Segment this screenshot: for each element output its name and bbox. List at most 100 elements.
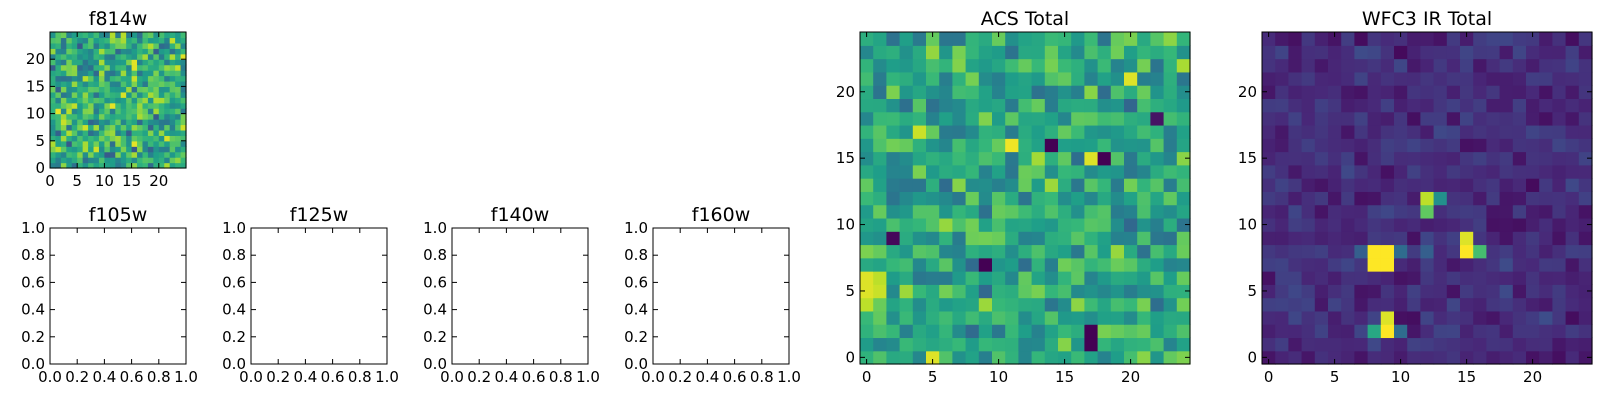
heatmap-cell bbox=[899, 231, 914, 246]
heatmap-cell bbox=[1058, 151, 1072, 166]
heatmap-cell bbox=[1176, 58, 1191, 73]
heatmap-cell bbox=[1539, 85, 1553, 99]
heatmap-cell bbox=[55, 64, 62, 71]
heatmap-cell bbox=[1354, 231, 1369, 246]
heatmap-cell bbox=[1031, 257, 1046, 272]
heatmap-cell bbox=[1565, 98, 1580, 113]
heatmap-cell bbox=[164, 151, 171, 158]
heatmap-cell bbox=[1341, 58, 1355, 73]
heatmap-cell bbox=[153, 59, 160, 66]
heatmap-cell bbox=[1565, 244, 1580, 259]
heatmap-cell bbox=[104, 124, 111, 131]
heatmap-cell bbox=[1031, 98, 1046, 113]
heatmap-cell bbox=[1150, 71, 1165, 86]
heatmap-cell bbox=[978, 191, 993, 206]
heatmap-cell bbox=[1407, 350, 1421, 365]
heatmap-cell bbox=[71, 108, 78, 115]
heatmap-cell bbox=[50, 97, 57, 104]
heatmap-cell bbox=[978, 71, 993, 86]
heatmap-cell bbox=[1552, 151, 1567, 166]
heatmap-cell bbox=[1176, 297, 1191, 312]
heatmap-cell bbox=[142, 97, 149, 104]
heatmap-cell bbox=[55, 119, 62, 126]
heatmap-cell bbox=[1354, 45, 1369, 60]
heatmap-cell bbox=[939, 111, 953, 126]
heatmap-cell bbox=[1005, 297, 1019, 312]
y-tick-label: 10 bbox=[26, 105, 45, 123]
heatmap-cell bbox=[1110, 297, 1125, 312]
heatmap-cell bbox=[1354, 151, 1369, 166]
heatmap-cell bbox=[1150, 85, 1165, 99]
heatmap-cell bbox=[77, 80, 84, 87]
heatmap-cell bbox=[88, 53, 95, 60]
heatmap-cell bbox=[175, 113, 182, 120]
heatmap-cell bbox=[115, 140, 122, 147]
heatmap-cell bbox=[82, 135, 89, 142]
heatmap-cell bbox=[77, 113, 84, 120]
heatmap-cell bbox=[1262, 204, 1276, 219]
heatmap-cell bbox=[1380, 324, 1395, 339]
heatmap-cell bbox=[1420, 138, 1435, 153]
heatmap-cell bbox=[98, 140, 105, 147]
heatmap-cell bbox=[147, 151, 154, 158]
heatmap-cell bbox=[1433, 124, 1448, 139]
heatmap-cell bbox=[131, 135, 138, 142]
heatmap-cell bbox=[965, 324, 980, 339]
heatmap-cell bbox=[1137, 231, 1151, 246]
heatmap-cell bbox=[1328, 271, 1342, 285]
heatmap-cell bbox=[926, 124, 940, 139]
heatmap-cell bbox=[1512, 138, 1527, 153]
heatmap-cell bbox=[93, 162, 100, 169]
heatmap-cell bbox=[1176, 111, 1191, 126]
heatmap-cell bbox=[60, 80, 67, 87]
heatmap-cell bbox=[1380, 310, 1395, 325]
heatmap-cell bbox=[88, 37, 95, 44]
heatmap-cell bbox=[1084, 337, 1099, 352]
heatmap-cell bbox=[164, 157, 171, 164]
heatmap-cell bbox=[1071, 337, 1085, 352]
heatmap-cell bbox=[1486, 178, 1501, 192]
heatmap-cell bbox=[1110, 98, 1125, 113]
heatmap-cell bbox=[147, 91, 154, 98]
heatmap-cell bbox=[1071, 124, 1085, 139]
heatmap-cell bbox=[1446, 111, 1461, 126]
heatmap-cell bbox=[1084, 98, 1099, 113]
heatmap-cell bbox=[873, 151, 887, 166]
heatmap-cell bbox=[1124, 164, 1138, 179]
heatmap-cell bbox=[1071, 191, 1085, 206]
heatmap-cell bbox=[109, 97, 116, 104]
heatmap-cell bbox=[142, 129, 149, 136]
heatmap-cell bbox=[1163, 217, 1178, 232]
heatmap-cell bbox=[1354, 324, 1369, 339]
heatmap-cell bbox=[1433, 204, 1448, 219]
heatmap-cell bbox=[1420, 164, 1435, 179]
heatmap-cell bbox=[169, 129, 176, 136]
heatmap-cell bbox=[93, 80, 100, 87]
heatmap-cell bbox=[978, 111, 993, 126]
heatmap-cell bbox=[1058, 32, 1072, 46]
heatmap-cell bbox=[169, 162, 176, 169]
heatmap-cell bbox=[93, 64, 100, 71]
heatmap-cell bbox=[926, 324, 940, 339]
heatmap-cell bbox=[1005, 350, 1019, 365]
heatmap-cell bbox=[142, 146, 149, 153]
heatmap-cell bbox=[1433, 111, 1448, 126]
heatmap-cell bbox=[1176, 151, 1191, 166]
heatmap-cell bbox=[98, 42, 105, 49]
heatmap-cell bbox=[88, 42, 95, 49]
heatmap-cell bbox=[1473, 244, 1487, 259]
y-tick-label: 0.2 bbox=[222, 328, 246, 346]
heatmap-cell bbox=[952, 124, 967, 139]
heatmap-cell bbox=[1018, 124, 1033, 139]
heatmap-cell bbox=[55, 124, 62, 131]
heatmap-cell bbox=[77, 108, 84, 115]
heatmap-cell bbox=[873, 124, 887, 139]
heatmap-cell bbox=[886, 111, 901, 126]
heatmap-cell bbox=[1380, 178, 1395, 192]
heatmap-cell bbox=[147, 70, 154, 77]
heatmap-cell bbox=[137, 108, 144, 115]
heatmap-cell bbox=[1018, 32, 1033, 46]
heatmap-cell bbox=[1110, 111, 1125, 126]
heatmap-cell bbox=[50, 80, 57, 87]
